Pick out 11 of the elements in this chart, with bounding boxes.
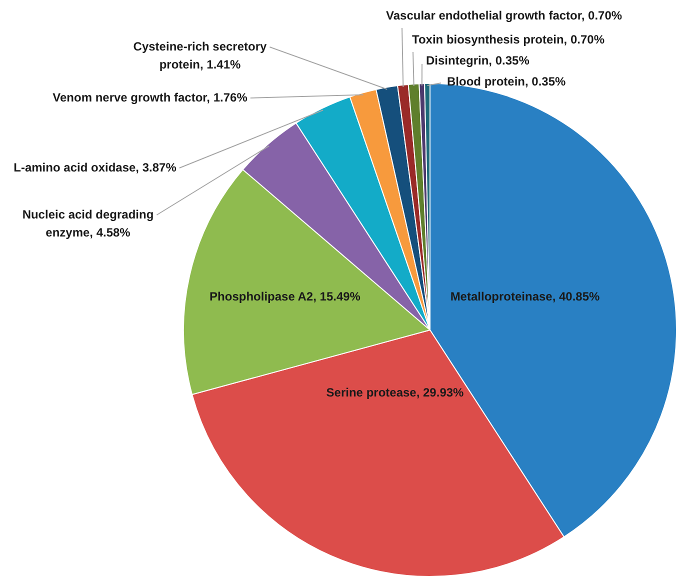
slice-label: Metalloproteinase, 40.85% xyxy=(450,289,600,304)
slice-label: Serine protease, 29.93% xyxy=(326,385,464,400)
slice-label: Toxin biosynthesis protein, 0.70% xyxy=(412,32,605,46)
slice-label: Cysteine-rich secretory protein, 1.41% xyxy=(133,39,268,72)
slice-label: Disintegrin, 0.35% xyxy=(426,53,530,68)
slice-label: Nucleic acid degrading enzyme, 4.58% xyxy=(22,207,154,240)
slice-label: Blood protein, 0.35% xyxy=(447,74,566,88)
slice-label: Venom nerve growth factor, 1.76% xyxy=(52,90,248,104)
slice-label: Vascular endothelial growth factor, 0.70% xyxy=(386,8,622,22)
slice-label: L-amino acid oxidase, 3.87% xyxy=(14,160,177,174)
slice-label: Phospholipase A2, 15.49% xyxy=(210,289,361,304)
